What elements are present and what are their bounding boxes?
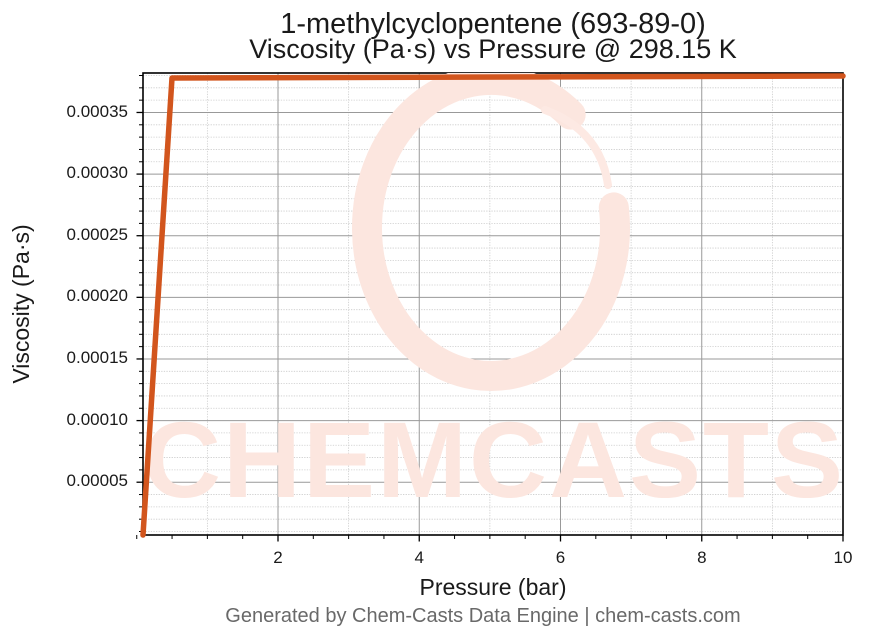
svg-text:CHEMCASTS: CHEMCASTS — [143, 399, 845, 520]
